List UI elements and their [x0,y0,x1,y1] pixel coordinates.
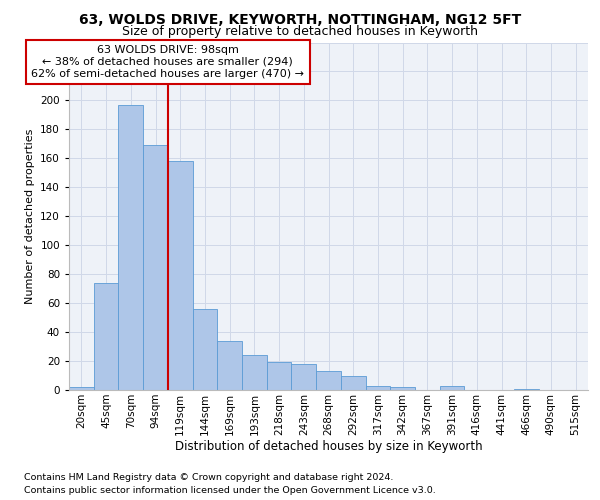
Bar [193,309,217,390]
Text: Contains public sector information licensed under the Open Government Licence v3: Contains public sector information licen… [24,486,436,495]
X-axis label: Distribution of detached houses by size in Keyworth: Distribution of detached houses by size … [175,440,482,454]
Bar [341,376,365,390]
Bar [143,146,168,390]
Text: Contains HM Land Registry data © Crown copyright and database right 2024.: Contains HM Land Registry data © Crown c… [24,472,394,482]
Bar [267,362,292,390]
Bar [292,364,316,390]
Text: 63, WOLDS DRIVE, KEYWORTH, NOTTINGHAM, NG12 5FT: 63, WOLDS DRIVE, KEYWORTH, NOTTINGHAM, N… [79,12,521,26]
Bar [514,388,539,390]
Bar [390,387,415,390]
Bar [440,386,464,390]
Bar [69,387,94,390]
Text: 63 WOLDS DRIVE: 98sqm
← 38% of detached houses are smaller (294)
62% of semi-det: 63 WOLDS DRIVE: 98sqm ← 38% of detached … [31,46,304,78]
Bar [242,355,267,390]
Bar [168,161,193,390]
Text: Size of property relative to detached houses in Keyworth: Size of property relative to detached ho… [122,25,478,38]
Bar [217,341,242,390]
Bar [365,386,390,390]
Bar [316,371,341,390]
Y-axis label: Number of detached properties: Number of detached properties [25,128,35,304]
Bar [94,283,118,390]
Bar [118,105,143,390]
